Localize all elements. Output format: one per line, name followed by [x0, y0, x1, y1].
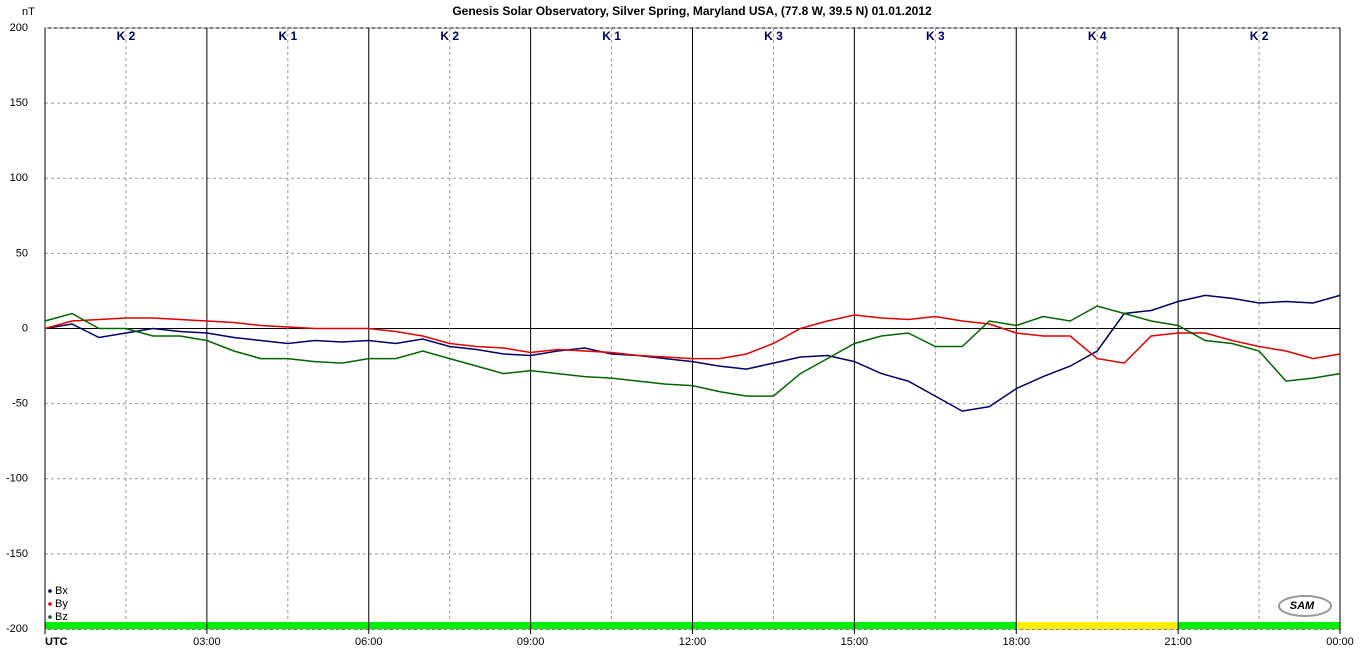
logo-swoosh — [1278, 595, 1332, 617]
y-tick-label: 0 — [22, 322, 28, 334]
k-index-label: K 3 — [926, 29, 945, 43]
legend-marker — [48, 602, 52, 606]
x-tick-label: 21:00 — [1164, 636, 1192, 648]
legend-marker — [48, 615, 52, 619]
y-tick-label: -200 — [6, 623, 28, 635]
k-index-label: K 2 — [1250, 29, 1269, 43]
legend-label: Bz — [55, 611, 68, 623]
y-axis-label: nT — [22, 6, 35, 18]
k-index-label: K 3 — [764, 29, 783, 43]
x-tick-label: 09:00 — [517, 636, 545, 648]
y-tick-label: 200 — [10, 22, 28, 34]
k-index-bar — [368, 622, 531, 629]
x-tick-label: 06:00 — [355, 636, 383, 648]
y-tick-label: -50 — [12, 398, 28, 410]
k-index-bar — [854, 622, 1017, 629]
k-index-bar — [45, 622, 207, 629]
k-index-label: K 2 — [440, 29, 459, 43]
x-tick-label: 00:00 — [1326, 636, 1354, 648]
x-tick-label: 18:00 — [1002, 636, 1030, 648]
x-tick-label: UTC — [45, 636, 68, 648]
k-index-bar — [692, 622, 855, 629]
chart-title: Genesis Solar Observatory, Silver Spring… — [452, 4, 932, 18]
k-index-label: K 1 — [602, 29, 621, 43]
k-index-label: K 4 — [1088, 29, 1107, 43]
x-tick-label: 15:00 — [841, 636, 869, 648]
k-index-bar — [530, 622, 693, 629]
k-index-label: K 2 — [117, 29, 136, 43]
logo: SAM — [1290, 600, 1315, 612]
k-index-bar — [1016, 622, 1179, 629]
legend-label: By — [55, 598, 68, 610]
data-line — [44, 314, 1341, 364]
y-tick-label: 150 — [10, 97, 28, 109]
y-tick-label: -100 — [6, 473, 28, 485]
data-line — [44, 305, 1341, 397]
legend-marker — [48, 589, 52, 593]
k-index-bar — [1178, 622, 1340, 629]
x-tick-label: 12:00 — [679, 636, 707, 648]
y-tick-label: 50 — [16, 247, 28, 259]
y-tick-label: 100 — [10, 172, 28, 184]
k-index-label: K 1 — [278, 29, 297, 43]
legend-label: Bx — [55, 585, 68, 597]
x-tick-label: 03:00 — [193, 636, 221, 648]
y-tick-label: -150 — [6, 548, 28, 560]
k-index-bar — [206, 622, 369, 629]
